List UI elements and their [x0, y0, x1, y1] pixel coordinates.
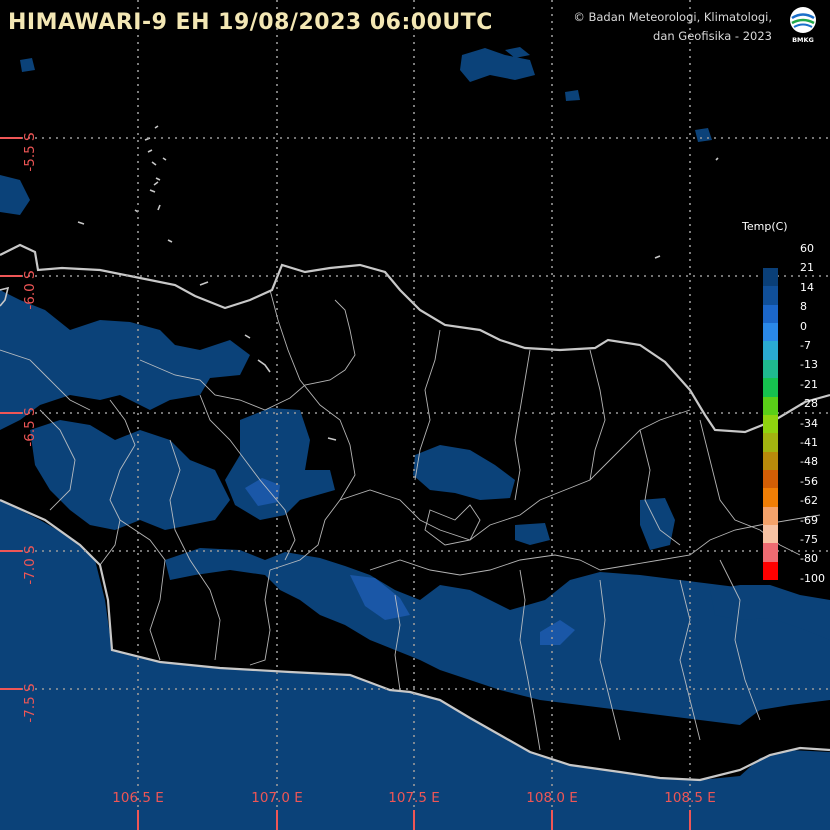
legend-swatch — [763, 561, 778, 581]
legend-swatch — [763, 433, 778, 452]
legend-label: -69 — [800, 513, 818, 527]
legend-swatch — [763, 378, 778, 397]
legend-label: -62 — [800, 494, 818, 508]
legend-swatch — [763, 451, 778, 470]
credit-text: © Badan Meteorologi, Klimatologi, dan Ge… — [573, 8, 772, 46]
south-band-cloud — [165, 548, 830, 725]
lat-label-6-0: -6.0 S — [22, 270, 38, 310]
regency-borders — [0, 289, 821, 751]
legend-label: 60 — [800, 242, 814, 255]
bmkg-logo-text: BMKG — [792, 36, 814, 44]
lat-label-7-0: -7.0 S — [22, 545, 38, 585]
legend-swatch — [763, 323, 778, 342]
central-cloud — [225, 408, 335, 520]
legend-label: -100 — [800, 571, 825, 585]
legend-swatch — [763, 304, 778, 324]
legend-swatch — [763, 341, 778, 360]
lon-label-108-5: 108.5 E — [664, 790, 716, 806]
legend-swatch — [763, 286, 778, 305]
legend-label: -21 — [800, 377, 818, 391]
legend-label: 0 — [800, 319, 807, 333]
legend-swatch — [763, 414, 778, 434]
image-title: HIMAWARI-9 EH 19/08/2023 06:00UTC — [8, 10, 493, 35]
legend-label: -7 — [800, 339, 811, 352]
lat-label-6-5: -6.5 S — [22, 407, 38, 447]
legend-label: -28 — [800, 397, 818, 411]
bmkg-logo-icon: BMKG — [786, 6, 820, 46]
legend-label: -48 — [800, 455, 818, 469]
legend-label: 21 — [800, 261, 814, 275]
legend-label: -56 — [800, 474, 818, 488]
legend-label: 8 — [800, 300, 807, 314]
credit-line-2: dan Geofisika - 2023 — [653, 29, 772, 43]
legend-swatch — [763, 359, 778, 379]
legend-title: Temp(C) — [742, 220, 788, 233]
legend-swatch — [763, 506, 778, 526]
east-cloud — [413, 445, 830, 640]
legend-swatch — [763, 396, 778, 415]
lat-label-5-5: -5.5 S — [22, 132, 38, 172]
legend-swatch — [763, 488, 778, 507]
legend-swatch — [763, 525, 778, 544]
credit-line-1: © Badan Meteorologi, Klimatologi, — [573, 10, 772, 24]
thousand-islands — [0, 125, 719, 441]
lat-label-7-5: -7.5 S — [22, 683, 38, 723]
lon-label-107-5: 107.5 E — [388, 790, 440, 806]
grid-tick-marks — [0, 137, 691, 830]
north-cloud — [20, 47, 712, 142]
legend-label: -34 — [800, 416, 818, 430]
central-cloud-bright — [245, 478, 280, 506]
western-cloud-2 — [30, 420, 230, 530]
legend-label: -13 — [800, 358, 818, 372]
lon-label-107-0: 107.0 E — [251, 790, 303, 806]
legend-label: -75 — [800, 533, 818, 546]
java-coastline — [0, 498, 830, 782]
legend-swatch — [763, 543, 778, 562]
southern-ocean-cloud — [0, 500, 830, 830]
legend-label: -41 — [800, 436, 818, 449]
legend-swatch — [763, 268, 778, 287]
legend-swatch — [763, 469, 778, 489]
legend-color-bar — [763, 268, 778, 581]
western-cloud — [0, 175, 250, 430]
legend-label: 14 — [800, 280, 814, 294]
lon-label-108-0: 108.0 E — [526, 790, 578, 806]
lon-label-106-5: 106.5 E — [112, 790, 164, 806]
legend-label: -80 — [800, 552, 818, 566]
